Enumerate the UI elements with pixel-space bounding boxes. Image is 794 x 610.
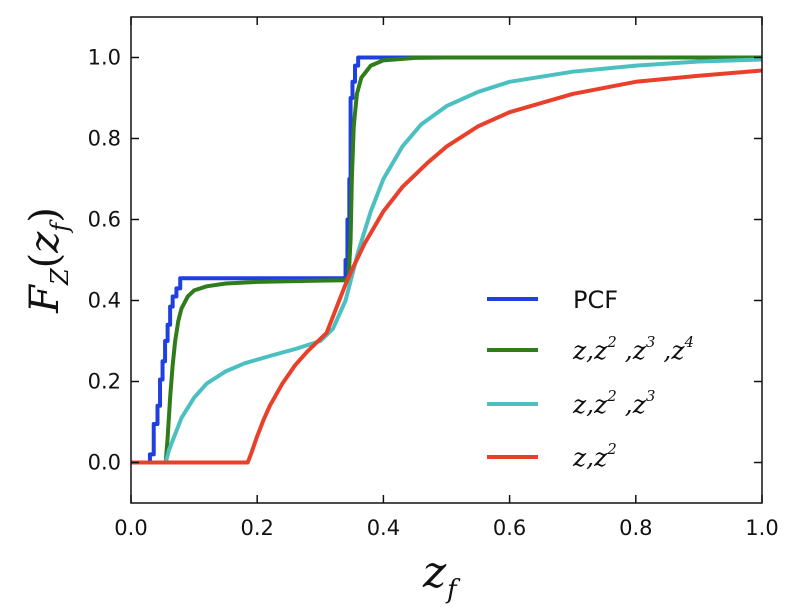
series-line-z-z-2 (131, 68, 763, 465)
axes-frame (130, 16, 763, 504)
legend-label-z3: z,z2 ,z3 (572, 387, 655, 419)
y-tick-label: 0.0 (88, 451, 121, 475)
legend-label-z2: z,z2 (572, 440, 617, 472)
x-axis-label: z f (422, 547, 461, 605)
y-label-z-sub: Z (46, 267, 74, 286)
x-tick-label: 0.0 (114, 516, 147, 540)
svg-text:FZ(zf): FZ(zf) (22, 207, 74, 314)
y-label-close-paren: ) (22, 207, 68, 223)
y-label-open-paren: ( (22, 253, 68, 269)
y-tick-label: 0.2 (88, 370, 121, 394)
y-label-z: z (22, 231, 68, 254)
x-tick-label: 0.6 (493, 516, 526, 540)
y-tick-label: 0.6 (88, 208, 121, 232)
legend-label-z4: z,z2 ,z3 ,z4 (572, 333, 694, 365)
x-tick-label: 0.8 (619, 516, 652, 540)
x-label-z: z (422, 547, 447, 598)
y-tick-label: 0.8 (88, 127, 121, 151)
y-tick-label: 0.4 (88, 289, 121, 313)
plot-area (131, 55, 763, 465)
y-tick-label: 1.0 (88, 46, 121, 70)
series-line-pcf (131, 55, 762, 465)
y-label-f: F (22, 284, 68, 314)
series-line-z-z-2-z-3-z-4 (131, 55, 762, 465)
x-tick-label: 1.0 (745, 516, 778, 540)
x-tick-label: 0.4 (367, 516, 400, 540)
ticks: 0.0 0.2 0.4 0.6 0.8 1.0 0.0 0.2 0.4 0.6 0.8 1.0 (88, 17, 779, 540)
x-label-f-sub: f (445, 575, 461, 605)
legend: PCF z,z2 ,z3 ,z4 z,z2 ,z3 z,z2 (487, 286, 694, 472)
series-line-z-z-2-z-3 (131, 57, 763, 465)
x-tick-label: 0.2 (240, 516, 273, 540)
legend-label-pcf: PCF (573, 286, 618, 314)
y-axis-label: FZ(zf) (22, 207, 74, 314)
